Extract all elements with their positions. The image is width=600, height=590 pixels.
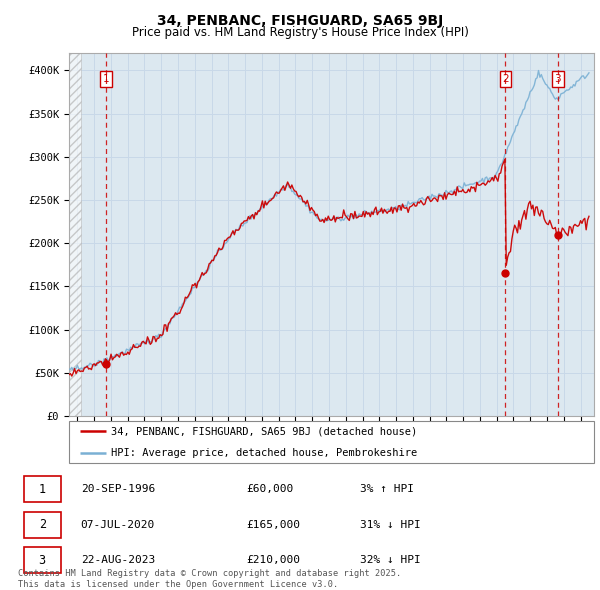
Text: 34, PENBANC, FISHGUARD, SA65 9BJ: 34, PENBANC, FISHGUARD, SA65 9BJ xyxy=(157,14,443,28)
Text: 2: 2 xyxy=(38,518,46,531)
Bar xyxy=(24,477,61,502)
Text: 07-JUL-2020: 07-JUL-2020 xyxy=(80,520,155,530)
Text: 22-AUG-2023: 22-AUG-2023 xyxy=(80,555,155,565)
Text: HPI: Average price, detached house, Pembrokeshire: HPI: Average price, detached house, Pemb… xyxy=(111,448,417,457)
Text: 32% ↓ HPI: 32% ↓ HPI xyxy=(360,555,421,565)
Text: £210,000: £210,000 xyxy=(246,555,300,565)
Text: 3: 3 xyxy=(38,554,46,567)
Text: 34, PENBANC, FISHGUARD, SA65 9BJ (detached house): 34, PENBANC, FISHGUARD, SA65 9BJ (detach… xyxy=(111,427,417,436)
Bar xyxy=(69,53,81,416)
Text: 3: 3 xyxy=(554,74,561,84)
Text: 2: 2 xyxy=(502,74,509,84)
Text: Contains HM Land Registry data © Crown copyright and database right 2025.
This d: Contains HM Land Registry data © Crown c… xyxy=(18,569,401,589)
Text: 1: 1 xyxy=(38,483,46,496)
Text: 3% ↑ HPI: 3% ↑ HPI xyxy=(360,484,414,494)
Bar xyxy=(24,548,61,573)
Bar xyxy=(24,512,61,537)
Text: 20-SEP-1996: 20-SEP-1996 xyxy=(80,484,155,494)
Text: 31% ↓ HPI: 31% ↓ HPI xyxy=(360,520,421,530)
Text: £60,000: £60,000 xyxy=(246,484,293,494)
Text: 1: 1 xyxy=(103,74,110,84)
Text: £165,000: £165,000 xyxy=(246,520,300,530)
Text: Price paid vs. HM Land Registry's House Price Index (HPI): Price paid vs. HM Land Registry's House … xyxy=(131,26,469,39)
